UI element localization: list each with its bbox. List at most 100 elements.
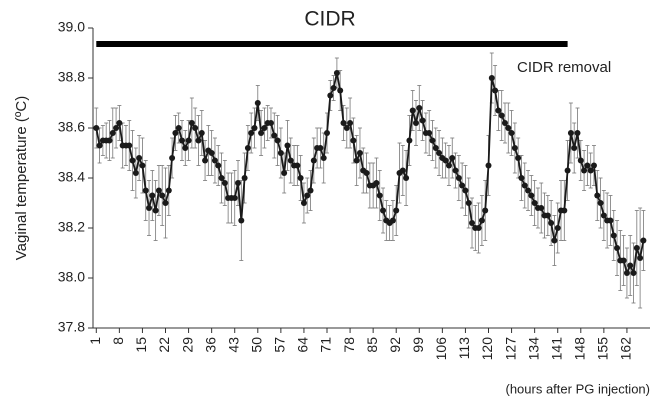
point	[211, 157, 218, 164]
x-tick-label: 106	[433, 337, 449, 361]
point	[178, 137, 185, 144]
point	[465, 200, 472, 206]
point	[129, 157, 136, 164]
point	[192, 125, 199, 131]
point	[274, 137, 281, 144]
point	[597, 200, 604, 206]
point	[406, 137, 413, 144]
y-tick-label: 38.8	[58, 69, 85, 85]
y-tick-label: 38.6	[58, 119, 85, 135]
x-tick-label: 162	[618, 337, 634, 361]
point	[198, 130, 205, 136]
point	[261, 125, 268, 131]
point	[165, 187, 172, 194]
point	[409, 107, 416, 114]
point	[544, 212, 551, 219]
point	[485, 162, 492, 169]
point	[126, 142, 133, 149]
point	[248, 130, 255, 136]
x-tick-label: 1	[87, 337, 103, 345]
point	[620, 257, 627, 264]
point	[432, 145, 439, 151]
point	[531, 200, 538, 206]
point	[152, 207, 159, 214]
point	[376, 192, 383, 199]
point	[488, 75, 495, 81]
point	[116, 120, 123, 126]
point	[347, 120, 354, 126]
x-tick-label: 71	[318, 337, 334, 353]
point	[244, 145, 251, 151]
point	[403, 175, 410, 181]
point	[600, 212, 607, 219]
point	[581, 167, 588, 174]
point	[294, 162, 301, 169]
point	[96, 142, 103, 149]
point	[149, 192, 156, 199]
point	[571, 145, 578, 151]
point	[340, 120, 347, 126]
point	[93, 125, 100, 131]
point	[333, 70, 340, 76]
x-tick-label: 127	[502, 337, 518, 361]
point	[538, 205, 545, 211]
point	[254, 100, 261, 106]
point	[475, 225, 482, 231]
y-tick-label: 38.2	[58, 219, 85, 235]
point	[175, 125, 182, 131]
point	[337, 87, 344, 94]
x-tick-label: 8	[110, 337, 126, 345]
x-tick-label: 113	[456, 337, 472, 360]
point	[469, 220, 476, 226]
y-tick-label: 38.0	[58, 269, 85, 285]
point	[610, 232, 617, 239]
point	[459, 182, 466, 189]
x-tick-label: 141	[548, 337, 564, 361]
point	[426, 130, 433, 136]
point	[251, 125, 258, 131]
x-tick-label: 36	[202, 337, 218, 353]
point	[399, 167, 406, 174]
point	[324, 130, 331, 136]
point	[172, 130, 179, 136]
point	[393, 207, 400, 214]
point	[287, 157, 294, 164]
point	[498, 112, 505, 119]
point	[412, 120, 419, 126]
point	[419, 117, 426, 124]
point	[511, 145, 518, 151]
x-tick-label: 148	[571, 337, 587, 361]
point	[235, 180, 242, 186]
point	[271, 132, 278, 139]
point	[515, 155, 522, 161]
point	[267, 120, 274, 126]
point	[455, 175, 462, 181]
point	[567, 130, 574, 136]
point	[281, 170, 288, 176]
point	[363, 170, 370, 176]
point	[564, 167, 571, 174]
x-tick-label: 155	[595, 337, 611, 361]
point	[380, 207, 387, 214]
x-tick-label: 64	[295, 337, 311, 353]
x-tick-label: 85	[364, 337, 380, 353]
point	[182, 145, 189, 151]
point	[218, 175, 225, 181]
point	[561, 207, 568, 214]
point	[442, 157, 449, 164]
x-tick-label: 78	[341, 337, 357, 353]
point	[640, 237, 647, 244]
point	[258, 130, 265, 136]
point	[416, 105, 423, 111]
point	[241, 175, 248, 181]
x-tick-label: 43	[225, 337, 241, 353]
x-tick-label: 57	[272, 337, 288, 353]
annotation: CIDR removal	[517, 59, 611, 76]
point	[132, 170, 139, 176]
x-axis-label: (hours after PG injection)	[505, 381, 650, 396]
point	[462, 187, 469, 194]
point	[505, 125, 512, 131]
point	[356, 150, 363, 156]
x-tick-label: 29	[179, 337, 195, 353]
